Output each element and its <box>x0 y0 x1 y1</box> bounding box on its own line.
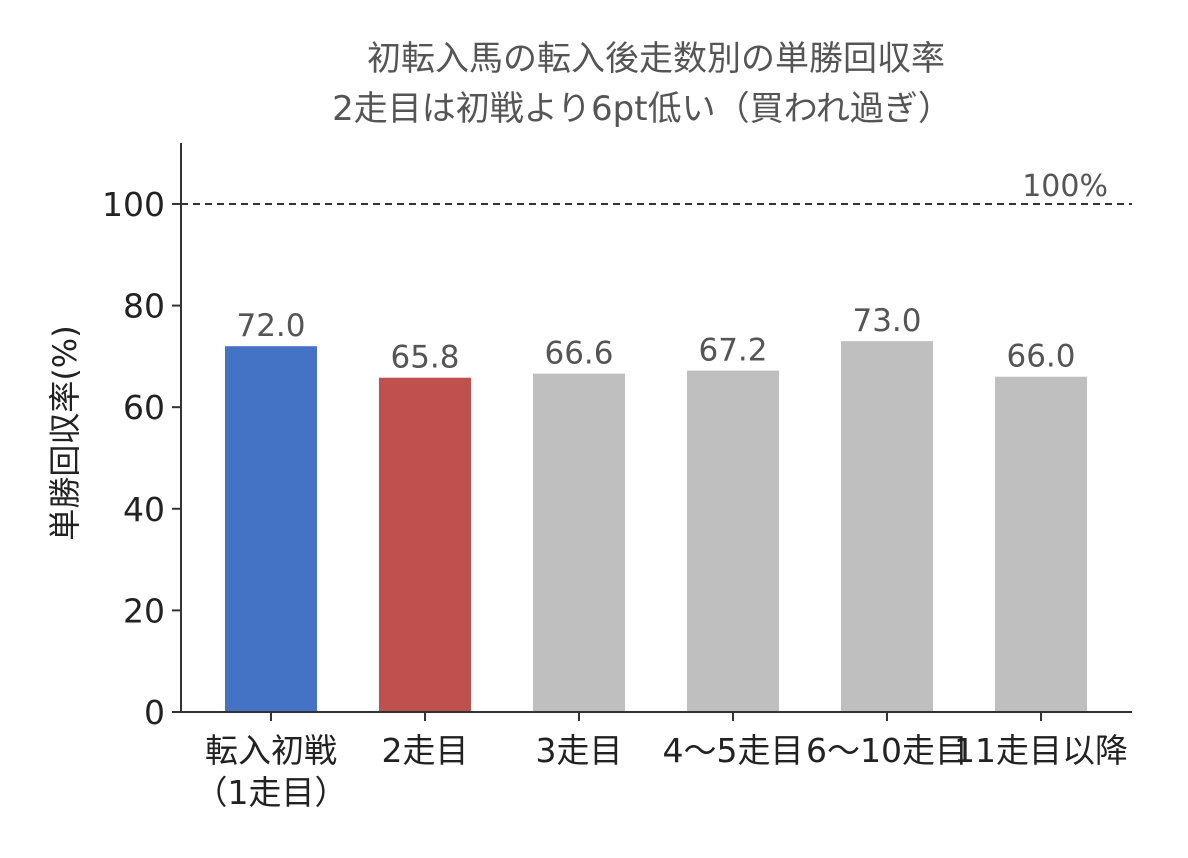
data-label: 72.0 <box>236 308 305 344</box>
y-tick-label: 40 <box>123 490 165 529</box>
bar <box>995 376 1087 712</box>
x-tick-label: 3走目 <box>536 731 623 770</box>
x-tick-label: 4〜5走目 <box>663 731 804 770</box>
bars-layer: 72.0 65.8 66.6 67.2 73.0 66.0 <box>225 303 1087 712</box>
reference-line-layer: 100% <box>181 169 1132 205</box>
y-axis-label: 単勝回収率(%) <box>46 325 84 540</box>
bar <box>687 370 779 712</box>
bar <box>225 346 317 712</box>
data-label: 73.0 <box>852 303 921 339</box>
y-tick-label: 20 <box>123 591 165 630</box>
x-tick-label: 転入初戦 <box>205 731 337 770</box>
reference-line-label: 100% <box>1022 169 1108 204</box>
x-tick-label: 11走目以降 <box>954 731 1128 770</box>
x-tick-label: 2走目 <box>382 731 469 770</box>
y-tick-label: 100 <box>102 185 165 224</box>
chart-title: 初転入馬の転入後走数別の単勝回収率 <box>367 39 945 79</box>
bar <box>379 377 471 712</box>
data-label: 66.6 <box>544 336 613 372</box>
bar <box>841 341 933 712</box>
data-label: 65.8 <box>390 340 459 376</box>
x-tick-label: 6〜10走目 <box>806 731 968 770</box>
y-tick-label: 0 <box>144 693 165 732</box>
y-tick-label: 80 <box>123 287 165 326</box>
chart-subtitle: 2走目は初戦より6pt低い（買われ過ぎ） <box>332 89 952 129</box>
bar <box>533 373 625 712</box>
y-tick-label: 60 <box>123 388 165 427</box>
x-tick-label: （1走目） <box>195 773 348 812</box>
data-label: 67.2 <box>698 333 767 369</box>
data-label: 66.0 <box>1006 339 1075 375</box>
